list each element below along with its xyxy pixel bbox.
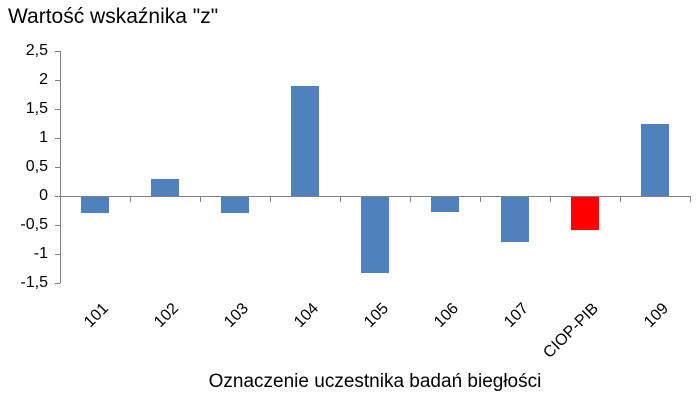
chart-title: Wartość wskaźnika "z" [8,5,219,28]
bar-101 [81,196,109,214]
bar-102 [151,178,179,196]
x-tick [410,196,411,202]
y-tick-label: 0 [39,187,48,204]
bar-106 [431,196,459,212]
y-tick-label: 2,5 [25,42,48,59]
bar-104 [291,85,319,196]
x-axis-line [60,196,690,197]
x-tick [200,196,201,202]
y-tick [55,138,60,139]
bar-107 [501,196,529,242]
y-tick [55,283,60,284]
y-tick-label: -0,5 [20,216,48,233]
y-tick [55,167,60,168]
x-tick [690,196,691,202]
y-tick-label: 1 [39,129,48,146]
y-tick [55,80,60,81]
bar-CIOP-PIB [571,196,599,231]
x-tick [550,196,551,202]
y-tick-label: 0,5 [25,158,48,175]
bar-109 [641,123,669,196]
y-tick [55,254,60,255]
bar-103 [221,196,249,214]
x-tick [130,196,131,202]
x-tick [270,196,271,202]
x-tick [620,196,621,202]
y-tick-label: -1 [33,245,48,262]
y-tick-label: -1,5 [20,274,48,291]
y-axis-line [60,51,61,283]
y-tick-label: 2 [39,71,48,88]
y-tick [55,109,60,110]
y-tick [55,196,60,197]
bar-105 [361,196,389,274]
y-tick [55,51,60,52]
y-tick [55,225,60,226]
x-tick [60,196,61,202]
x-tick [340,196,341,202]
x-axis-title: Oznaczenie uczestnika badań biegłości [208,371,542,392]
x-tick [480,196,481,202]
y-tick-label: 1,5 [25,100,48,117]
